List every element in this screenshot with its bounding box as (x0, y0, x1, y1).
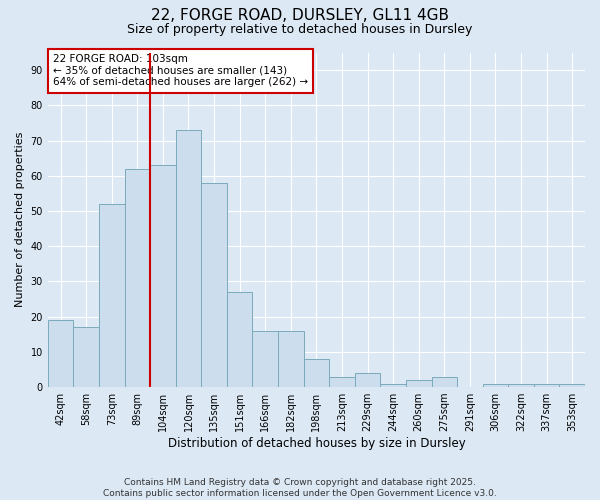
Bar (355, 373, 380, 387)
Bar (559, 384, 585, 387)
Bar (380, 384, 406, 387)
Text: 22, FORGE ROAD, DURSLEY, GL11 4GB: 22, FORGE ROAD, DURSLEY, GL11 4GB (151, 8, 449, 22)
Bar (482, 384, 508, 387)
Bar (329, 376, 355, 387)
Bar (48, 320, 73, 387)
Bar (227, 292, 253, 387)
Bar (201, 183, 227, 387)
X-axis label: Distribution of detached houses by size in Dursley: Distribution of detached houses by size … (167, 437, 465, 450)
Text: 22 FORGE ROAD: 103sqm
← 35% of detached houses are smaller (143)
64% of semi-det: 22 FORGE ROAD: 103sqm ← 35% of detached … (53, 54, 308, 88)
Bar (150, 165, 176, 387)
Text: Contains HM Land Registry data © Crown copyright and database right 2025.
Contai: Contains HM Land Registry data © Crown c… (103, 478, 497, 498)
Text: Size of property relative to detached houses in Dursley: Size of property relative to detached ho… (127, 22, 473, 36)
Bar (125, 168, 150, 387)
Bar (278, 330, 304, 387)
Bar (73, 327, 99, 387)
Bar (406, 380, 431, 387)
Bar (176, 130, 201, 387)
Bar (99, 204, 125, 387)
Bar (253, 330, 278, 387)
Bar (304, 359, 329, 387)
Y-axis label: Number of detached properties: Number of detached properties (15, 132, 25, 308)
Bar (508, 384, 534, 387)
Bar (431, 376, 457, 387)
Bar (534, 384, 559, 387)
